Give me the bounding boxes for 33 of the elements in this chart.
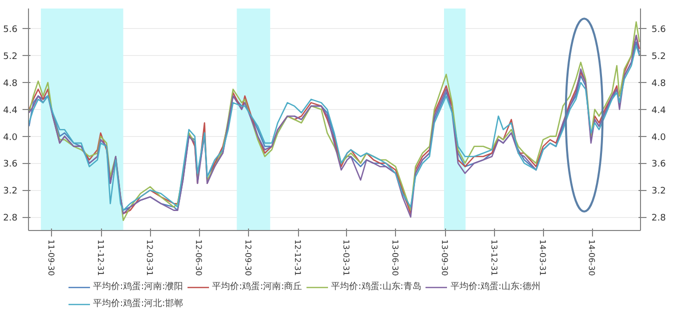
x-tick-label: 12-03-31 bbox=[145, 240, 154, 276]
y-tick-label: 3.6 bbox=[3, 160, 18, 170]
y-tick-label: 3.2 bbox=[3, 186, 18, 197]
legend-label: 平均价:鸡蛋:河南:商丘 bbox=[212, 280, 302, 293]
y2-tick-label: 2.8 bbox=[652, 214, 666, 224]
y2-tick-label: 4.4 bbox=[652, 106, 666, 116]
y2-tick-label: 3.2 bbox=[652, 186, 666, 197]
y2-tick-label: 4.0 bbox=[652, 132, 666, 143]
x-tick-label: 13-03-31 bbox=[342, 240, 351, 276]
y2-tick-label: 3.6 bbox=[652, 160, 666, 170]
legend-label: 平均价:鸡蛋:河北:邯郸 bbox=[93, 298, 184, 310]
legend-label: 平均价:鸡蛋:山东:青岛 bbox=[331, 280, 422, 293]
x-tick-label: 14-03-31 bbox=[538, 240, 548, 276]
legend-label: 平均价:鸡蛋:河南:濮阳 bbox=[93, 280, 184, 293]
x-tick-label: 12-06-30 bbox=[194, 240, 204, 276]
x-tick-label: 12-12-31 bbox=[293, 240, 302, 276]
y-tick-label: 2.8 bbox=[3, 214, 18, 224]
x-tick-label: 14-06-30 bbox=[587, 240, 596, 276]
y-tick-label: 4.4 bbox=[3, 106, 18, 116]
y-tick-label: 5.6 bbox=[3, 25, 18, 36]
y-tick-label: 4.8 bbox=[3, 79, 18, 89]
x-tick-label: 13-12-31 bbox=[490, 240, 499, 276]
x-tick-label: 11-09-30 bbox=[46, 240, 56, 276]
legend-label: 平均价:鸡蛋:山东:德州 bbox=[450, 280, 540, 293]
y2-tick-label: 5.6 bbox=[652, 25, 666, 36]
y2-tick-label: 4.8 bbox=[652, 79, 666, 89]
y2-tick-label: 5.2 bbox=[652, 52, 666, 62]
x-tick-label: 13-06-30 bbox=[390, 240, 400, 276]
x-tick-label: 11-12-31 bbox=[96, 240, 106, 276]
y-tick-label: 5.2 bbox=[3, 52, 18, 62]
y-tick-label: 4.0 bbox=[3, 132, 18, 143]
x-tick-label: 13-09-30 bbox=[440, 240, 450, 276]
x-tick-label: 12-09-30 bbox=[244, 240, 253, 276]
